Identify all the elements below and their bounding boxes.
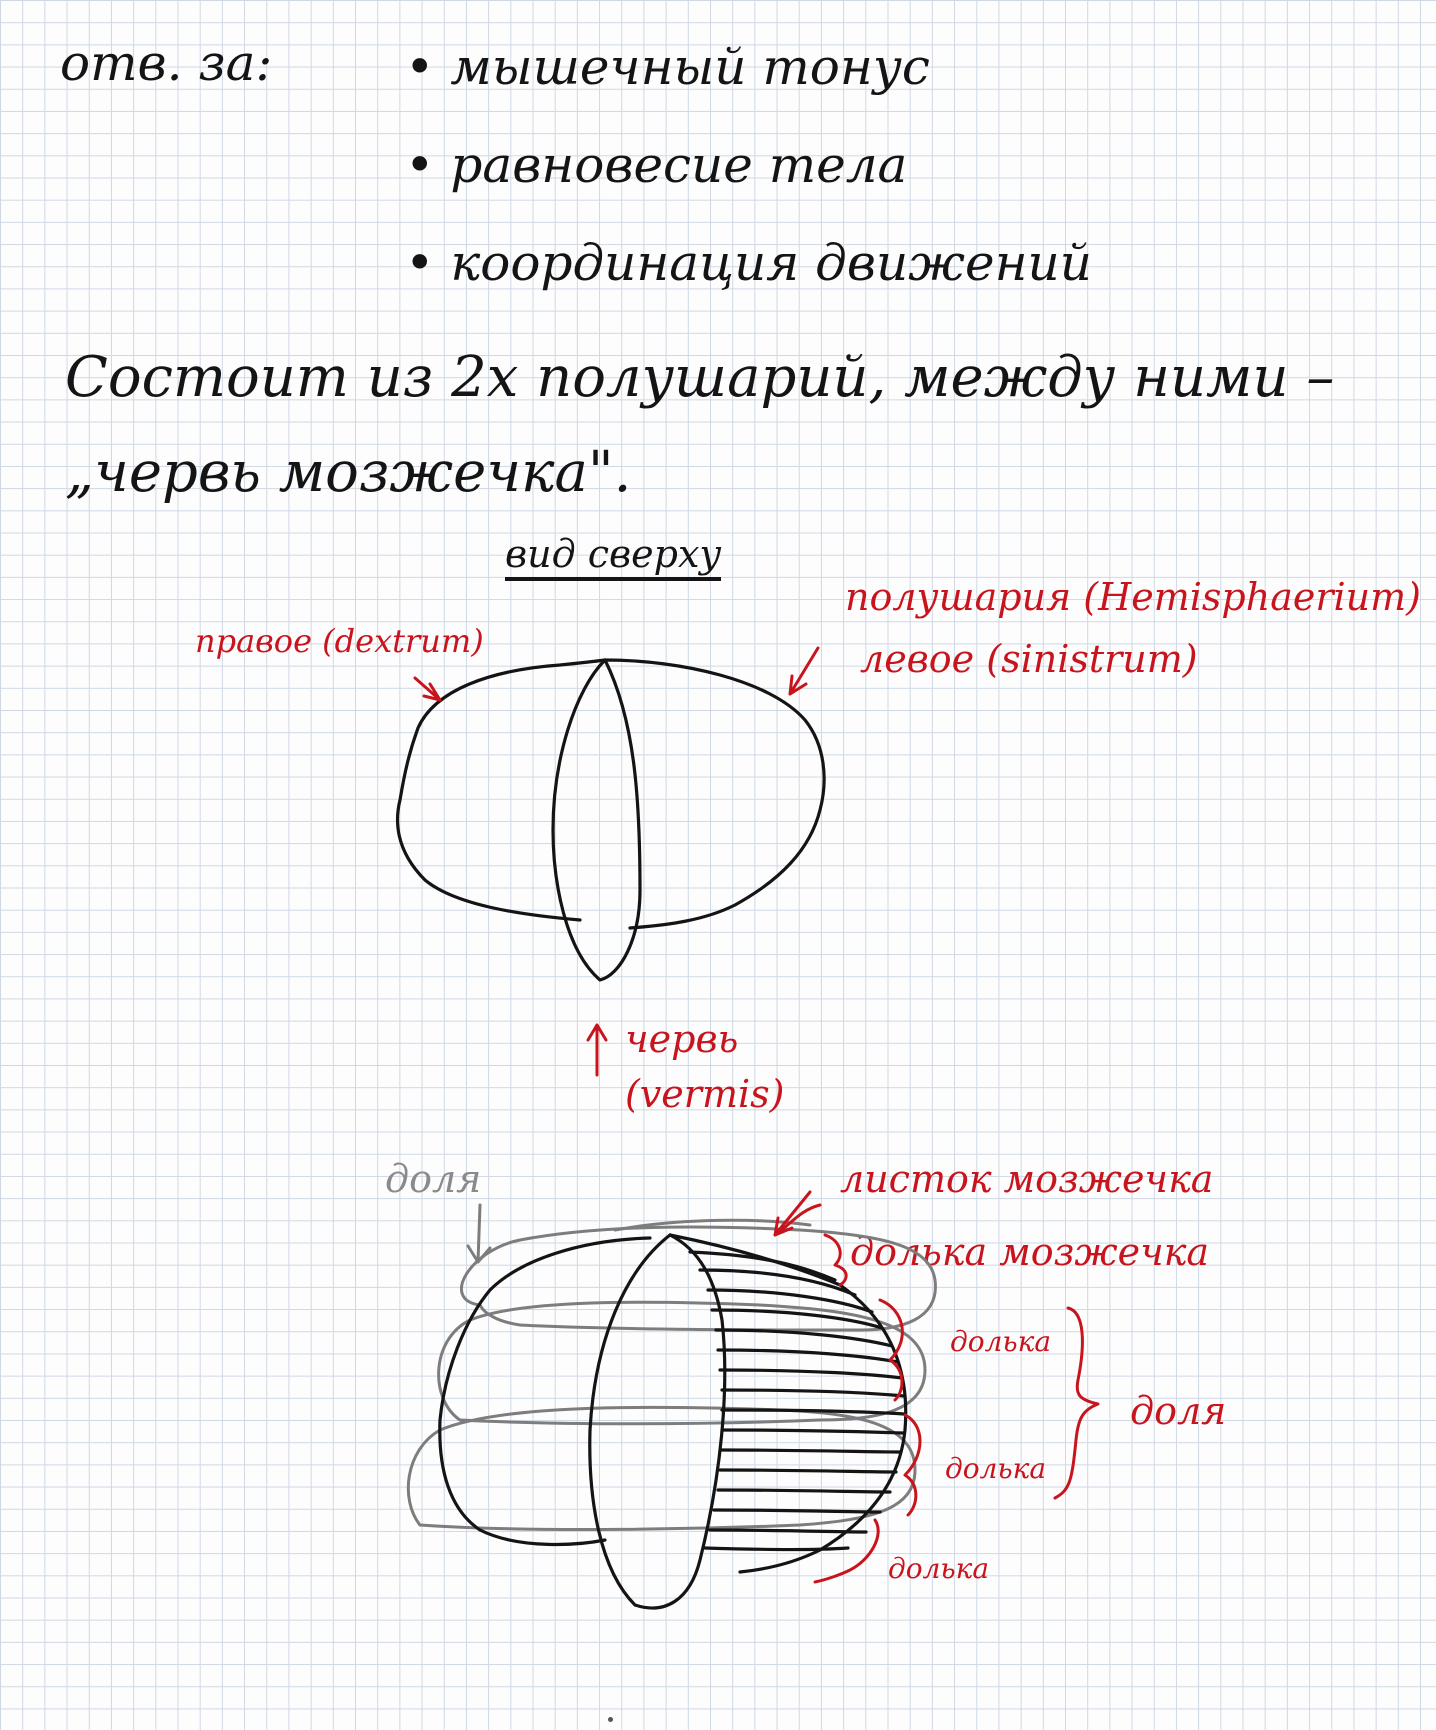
folia-lines (688, 1250, 906, 1552)
function-balance: • равновесие тела (405, 136, 908, 194)
label-vermis-lat: (vermis) (625, 1072, 785, 1116)
arrow-vermis (586, 1023, 608, 1077)
responsible-for-label: отв. за: (60, 34, 273, 92)
function-coordination: • координация движений (405, 234, 1092, 292)
label-cerebellar-lobule: долька мозжечка (850, 1230, 1210, 1274)
label-right-hemisphere: правое (dextrum) (195, 622, 484, 660)
vermis-top-view (551, 658, 642, 982)
folium-line (714, 1328, 894, 1348)
top-view-outline (395, 658, 826, 930)
lobe-contour-upper (460, 1225, 937, 1332)
folium-line (716, 1348, 900, 1364)
structure-line-2: „червь мозжечка". (65, 440, 632, 505)
cerebellum-lobes-view (406, 1218, 937, 1610)
folium-line (688, 1250, 837, 1282)
arrow-cerebellar-leaf (773, 1190, 822, 1237)
function-muscle-tone: • мышечный тонус (405, 38, 930, 96)
label-lobe-red: доля (1130, 1389, 1227, 1433)
brace-lobe (1053, 1306, 1100, 1500)
folium-line (719, 1448, 902, 1454)
folium-line (716, 1488, 892, 1494)
folium-line (718, 1368, 904, 1380)
folium-line (710, 1308, 884, 1330)
folium-line (718, 1468, 898, 1474)
label-hemisphere: полушария (Hemisphaerium) (845, 575, 1422, 619)
label-lobule-2: долька (945, 1452, 1047, 1485)
brace-lobule-1 (878, 1298, 904, 1402)
folium-line (720, 1408, 906, 1416)
brace-lobule-3 (813, 1518, 880, 1584)
arrow-right-hemisphere (413, 676, 442, 702)
label-left-hemisphere: левое (sinistrum) (860, 637, 1198, 681)
folium-line (712, 1508, 882, 1514)
page-dot (608, 1717, 613, 1722)
folium-line (708, 1528, 868, 1534)
label-vermis-ru: червь (625, 1017, 739, 1061)
brace-lobule-2 (903, 1413, 922, 1517)
folium-line (720, 1388, 906, 1398)
brace-cerebellar-lobule (823, 1233, 848, 1287)
cerebellum-top-view (395, 658, 826, 982)
vermis-lobes-view (588, 1233, 727, 1610)
view-from-above-label: вид сверху (505, 535, 722, 581)
label-lobe-gray: доля (385, 1157, 482, 1201)
structure-line-1: Состоит из 2х полушарий, между ними – (65, 345, 1335, 410)
folium-line (698, 1268, 857, 1297)
folium-line (706, 1288, 874, 1314)
arrow-lobe-gray (466, 1203, 492, 1264)
folium-line (703, 1546, 850, 1552)
folium-line (720, 1428, 905, 1435)
label-lobule-1: долька (950, 1325, 1052, 1358)
arrow-left-hemisphere (788, 646, 820, 696)
label-lobule-3: долька (888, 1552, 990, 1585)
label-cerebellar-leaf: листок мозжечка (840, 1157, 1214, 1201)
